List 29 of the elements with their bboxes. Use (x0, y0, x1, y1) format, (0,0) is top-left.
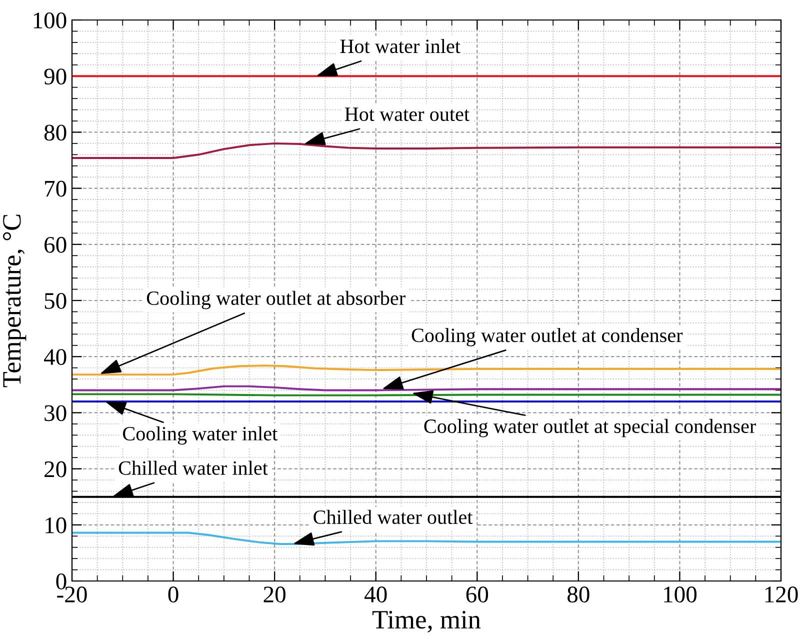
annotation: Cooling water inlet (123, 426, 278, 445)
y-tick-label: 40 (44, 349, 66, 366)
x-tick-label: 120 (765, 586, 798, 602)
annotation: Hot water inlet (340, 38, 460, 54)
x-tick-label: 80 (568, 586, 590, 602)
line-series (72, 532, 781, 545)
y-axis-title: Temperature, °C (3, 214, 26, 388)
annotation: Cooling water outlet at condenser (412, 328, 683, 346)
annotation: Chilled water inlet (118, 460, 268, 475)
x-tick-label: 20 (264, 586, 286, 602)
x-tick-label: 60 (466, 586, 488, 602)
annotation: Hot water outet (344, 108, 470, 122)
y-tick-label: 10 (46, 517, 66, 534)
y-tick-label: 90 (44, 68, 66, 85)
annotation: Cooling water outlet at absorber (146, 290, 406, 310)
y-tick-label: 20 (44, 461, 66, 478)
y-tick-label: 80 (44, 124, 66, 141)
y-tick-label: 60 (44, 236, 66, 253)
y-tick-label: 30 (44, 405, 66, 422)
x-tick-label: 40 (364, 586, 387, 602)
y-tick-label: 50 (44, 292, 66, 309)
x-tick-label: 100 (664, 586, 697, 602)
y-tick-label: 70 (45, 180, 66, 197)
y-tick-label: 100 (34, 12, 66, 28)
annotation: Cooling water outlet at special condenser (424, 418, 756, 438)
line-series (72, 364, 781, 376)
annotation: Chilled water outlet (314, 510, 473, 524)
x-axis-title: Time, min (372, 610, 481, 632)
x-tick-label: 0 (168, 586, 178, 602)
